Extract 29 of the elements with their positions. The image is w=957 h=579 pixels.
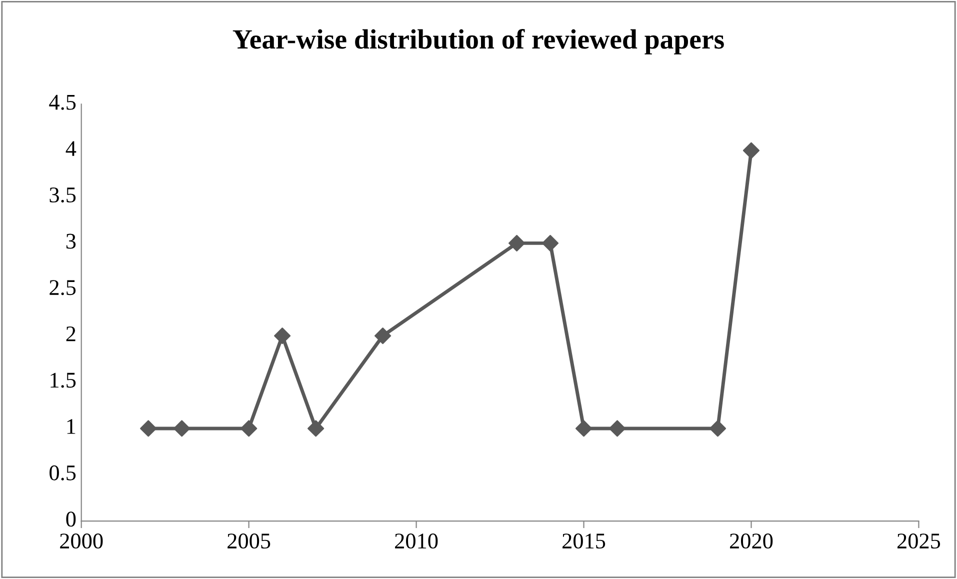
point xyxy=(508,234,526,252)
y-tick-label: 2 xyxy=(66,326,76,342)
point xyxy=(140,420,157,437)
x-tick-label: 2025 xyxy=(897,534,940,549)
y-tick-label: 4 xyxy=(66,141,76,156)
y-tick-label: 3 xyxy=(66,234,76,249)
y-tick-label: 4.5 xyxy=(49,94,76,110)
x-tick-label: 2005 xyxy=(228,534,270,549)
point xyxy=(542,234,559,252)
point xyxy=(374,328,392,344)
point xyxy=(709,420,726,437)
y-tick-label: 3.5 xyxy=(50,187,76,203)
y-tick-label: 0.5 xyxy=(50,465,76,480)
y-tick-label: 1 xyxy=(67,419,76,434)
y-tick-label: 1.5 xyxy=(50,372,76,388)
point xyxy=(240,420,258,437)
x-tick-label: 2015 xyxy=(562,534,606,549)
y-tick-label: 2.5 xyxy=(50,280,76,296)
x-tick-label: 2010 xyxy=(395,534,438,549)
point xyxy=(174,420,190,437)
point xyxy=(742,142,760,159)
point xyxy=(608,420,626,437)
point xyxy=(274,328,291,344)
point xyxy=(575,420,592,437)
x-tick-label: 2000 xyxy=(60,534,103,549)
y-tick-label: 0 xyxy=(66,512,76,527)
x-tick-label: 2020 xyxy=(730,534,773,549)
chart-title: Year-wise distribution of reviewed papers xyxy=(232,28,724,54)
point xyxy=(308,420,324,437)
